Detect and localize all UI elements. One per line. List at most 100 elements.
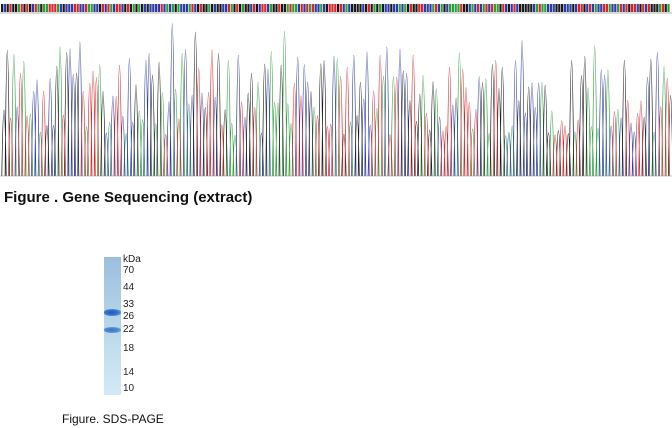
base-call-mark <box>530 4 533 12</box>
base-call-mark <box>418 4 421 12</box>
base-call-mark <box>639 4 642 12</box>
base-call-mark <box>471 4 474 12</box>
base-call-mark <box>443 4 446 12</box>
base-call-mark <box>614 4 617 12</box>
base-call-mark <box>423 4 426 12</box>
base-call-mark <box>594 4 597 12</box>
base-call-mark <box>437 4 440 12</box>
base-call-mark <box>236 4 239 12</box>
base-call-mark <box>241 4 244 12</box>
base-call-mark <box>348 4 351 12</box>
base-call-mark <box>107 4 110 12</box>
base-call-mark <box>174 4 177 12</box>
base-call-mark <box>253 4 256 12</box>
base-call-mark <box>566 4 569 12</box>
base-call-mark <box>12 4 15 12</box>
base-call-mark <box>488 4 491 12</box>
base-call-mark <box>82 4 85 12</box>
base-call-mark <box>255 4 258 12</box>
base-call-mark <box>127 4 130 12</box>
base-call-mark <box>51 4 54 12</box>
sds-page-figure-caption: Figure. SDS-PAGE <box>62 412 164 426</box>
base-call-mark <box>401 4 404 12</box>
base-call-mark <box>605 4 608 12</box>
base-call-mark <box>376 4 379 12</box>
marker-label: 70 <box>123 265 135 276</box>
base-call-mark <box>138 4 141 12</box>
trace-A <box>11 30 667 177</box>
base-call-mark <box>129 4 132 12</box>
base-call-mark <box>659 4 662 12</box>
base-call-mark <box>572 4 575 12</box>
base-call-mark <box>213 4 216 12</box>
base-call-mark <box>370 4 373 12</box>
base-call-mark <box>544 4 547 12</box>
base-call-mark <box>426 4 429 12</box>
base-call-mark <box>73 4 76 12</box>
base-call-mark <box>163 4 166 12</box>
base-call-mark <box>331 4 334 12</box>
base-call-mark <box>521 4 524 12</box>
base-call-mark <box>415 4 418 12</box>
base-call-mark <box>491 4 494 12</box>
base-call-mark <box>65 4 68 12</box>
base-call-mark <box>513 4 516 12</box>
base-call-mark <box>85 4 88 12</box>
base-call-mark <box>334 4 337 12</box>
base-call-mark <box>661 4 664 12</box>
base-call-mark <box>57 4 60 12</box>
base-call-mark <box>552 4 555 12</box>
base-call-mark <box>516 4 519 12</box>
base-call-mark <box>547 4 550 12</box>
base-call-mark <box>645 4 648 12</box>
base-call-mark <box>146 4 149 12</box>
base-call-mark <box>101 4 104 12</box>
base-call-mark <box>345 4 348 12</box>
base-call-mark <box>505 4 508 12</box>
base-call-mark <box>409 4 412 12</box>
base-call-mark <box>432 4 435 12</box>
base-call-mark <box>575 4 578 12</box>
base-call-mark <box>68 4 71 12</box>
base-call-mark <box>359 4 362 12</box>
base-call-mark <box>99 4 102 12</box>
base-call-mark <box>589 4 592 12</box>
base-call-mark <box>34 4 37 12</box>
base-call-mark <box>533 4 536 12</box>
base-call-mark <box>465 4 468 12</box>
base-call-mark <box>583 4 586 12</box>
base-call-mark <box>132 4 135 12</box>
base-call-mark <box>381 4 384 12</box>
base-call-mark <box>40 4 43 12</box>
base-call-mark <box>412 4 415 12</box>
base-call-mark <box>617 4 620 12</box>
marker-label: 33 <box>123 299 135 310</box>
base-call-mark <box>143 4 146 12</box>
base-call-mark <box>558 4 561 12</box>
base-call-mark <box>510 4 513 12</box>
base-call-mark <box>619 4 622 12</box>
base-call-mark <box>93 4 96 12</box>
base-call-mark <box>379 4 382 12</box>
base-call-mark <box>211 4 214 12</box>
base-call-mark <box>110 4 113 12</box>
base-call-mark <box>496 4 499 12</box>
base-call-mark <box>356 4 359 12</box>
chromatogram-traces <box>1 23 672 177</box>
base-call-mark <box>561 4 564 12</box>
base-call-mark <box>395 4 398 12</box>
marker-label: 18 <box>123 343 135 354</box>
base-call-mark <box>387 4 390 12</box>
base-call-mark <box>482 4 485 12</box>
base-call-mark <box>199 4 202 12</box>
base-call-mark <box>622 4 625 12</box>
base-call-mark <box>631 4 634 12</box>
base-call-mark <box>314 4 317 12</box>
base-call-mark <box>328 4 331 12</box>
base-call-mark <box>205 4 208 12</box>
base-call-mark <box>337 4 340 12</box>
base-call-mark <box>650 4 653 12</box>
base-call-mark <box>121 4 124 12</box>
marker-label: 10 <box>123 383 135 394</box>
base-call-mark <box>87 4 90 12</box>
